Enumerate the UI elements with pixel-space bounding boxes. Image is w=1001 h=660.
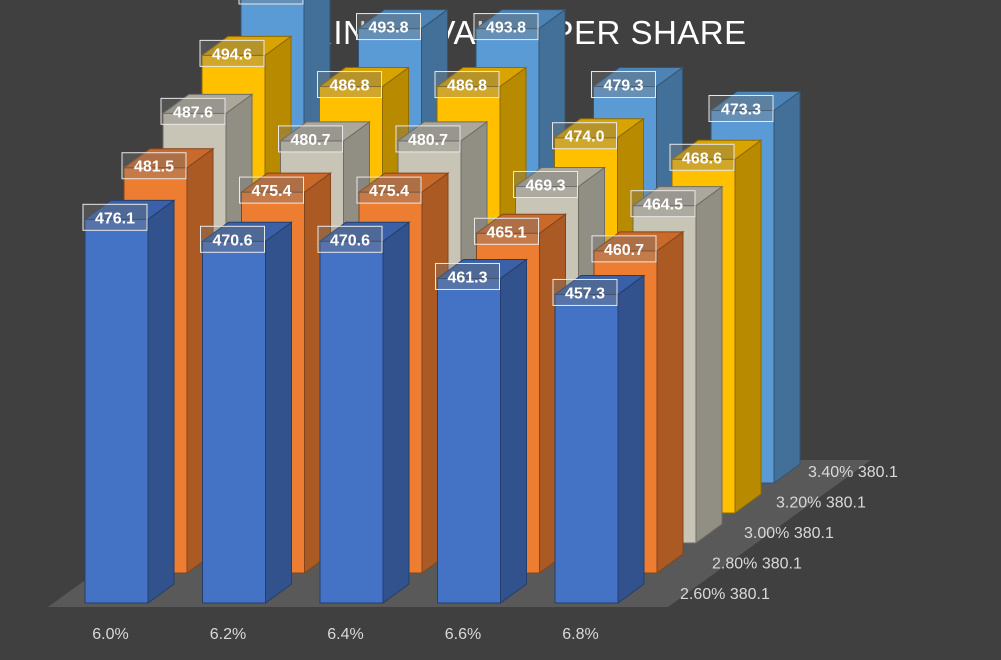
data-label-box [708,95,774,123]
bar [200,221,294,604]
data-label-box [591,71,656,99]
data-label: 493.8 [486,20,526,37]
data-label: 468.6 [682,150,722,167]
data-label-box [238,0,304,5]
data-label: 486.8 [329,78,369,95]
data-label: 502.7 [251,0,291,1]
data-label-box [473,13,539,41]
data-label-box [278,125,343,153]
data-label: 461.3 [447,269,487,286]
data-label: 465.1 [486,224,526,241]
data-label: 474.0 [564,129,604,146]
depth-tick-label: 3.00% 380.1 [744,525,834,542]
data-label-box [239,176,304,204]
data-label: 481.5 [134,159,174,176]
x-tick-label: 6.2% [210,626,246,643]
data-label: 480.7 [408,132,448,149]
data-label-box [552,122,617,150]
bar [553,274,646,604]
x-tick-label: 6.6% [445,626,481,643]
data-label-box [395,125,461,153]
data-label-box [199,39,265,67]
depth-tick-label: 2.80% 380.1 [712,556,802,573]
data-label: 470.6 [330,232,370,249]
depth-tick-label: 3.20% 380.1 [776,495,866,512]
data-label-box [317,71,382,99]
x-tick-label: 6.4% [327,626,363,643]
data-label: 494.6 [212,46,252,63]
data-label: 470.6 [212,232,252,249]
data-label: 464.5 [643,197,683,214]
data-label: 475.4 [369,183,409,200]
data-label-box [513,170,578,198]
data-label: 469.3 [525,177,565,194]
data-label: 476.1 [95,210,135,227]
depth-tick-label: 3.40% 380.1 [808,464,898,481]
data-label-box [552,278,618,306]
data-label-box [160,97,226,125]
data-label-box [317,225,383,253]
data-label: 479.3 [603,78,643,95]
depth-tick-label: 2.60% 380.1 [680,586,770,603]
data-label-box [630,190,696,218]
data-label: 460.7 [604,242,644,259]
bar [318,221,411,604]
x-tick-label: 6.0% [92,626,128,643]
data-label: 493.8 [368,20,408,37]
data-label-box [121,152,187,180]
data-label-box [82,203,148,231]
data-label: 473.3 [721,102,761,119]
data-label: 480.7 [290,132,330,149]
data-label: 487.6 [173,104,213,121]
data-label-box [356,13,421,41]
data-label: 475.4 [251,183,291,200]
data-label-box [591,235,657,263]
data-label: 457.3 [565,285,605,302]
data-label-box [200,225,265,253]
data-label-box [669,143,735,171]
x-tick-label: 6.8% [562,626,598,643]
data-label-box [356,176,422,204]
data-label: 486.8 [447,78,487,95]
data-label-box [474,217,539,245]
data-label-box [435,262,500,290]
bar [435,258,529,604]
bar [83,199,176,604]
data-label-box [434,71,500,99]
